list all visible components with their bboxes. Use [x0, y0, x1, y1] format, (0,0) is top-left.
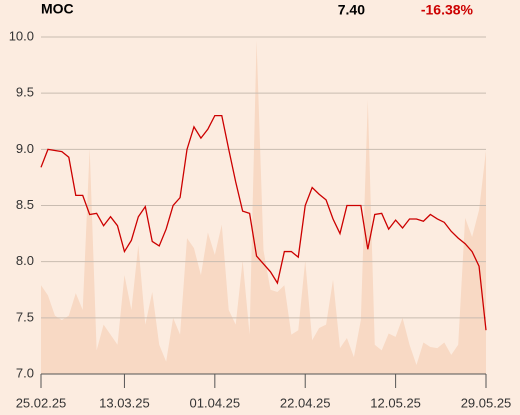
y-tick-label: 8.0 [16, 253, 34, 268]
y-tick-label: 9.0 [16, 141, 34, 156]
price: 7.40 [338, 2, 365, 18]
volume-area [41, 40, 486, 375]
x-tick-label: 22.04.25 [280, 395, 331, 410]
x-tick-label: 29.05.25 [461, 395, 512, 410]
y-tick-label: 9.5 [16, 85, 34, 100]
x-tick-label: 13.03.25 [99, 395, 150, 410]
x-tick-label: 12.05.25 [370, 395, 421, 410]
x-tick-label: 01.04.25 [190, 395, 241, 410]
y-tick-label: 7.5 [16, 309, 34, 324]
change: -16.38% [421, 2, 474, 18]
x-tick-label: 25.02.25 [16, 395, 67, 410]
y-tick-label: 10.0 [9, 28, 34, 43]
price-line [40, 114, 487, 331]
y-tick-label: 8.5 [16, 197, 34, 212]
y-tick-label: 7.0 [16, 365, 34, 380]
chart-title: MOC [41, 1, 74, 17]
